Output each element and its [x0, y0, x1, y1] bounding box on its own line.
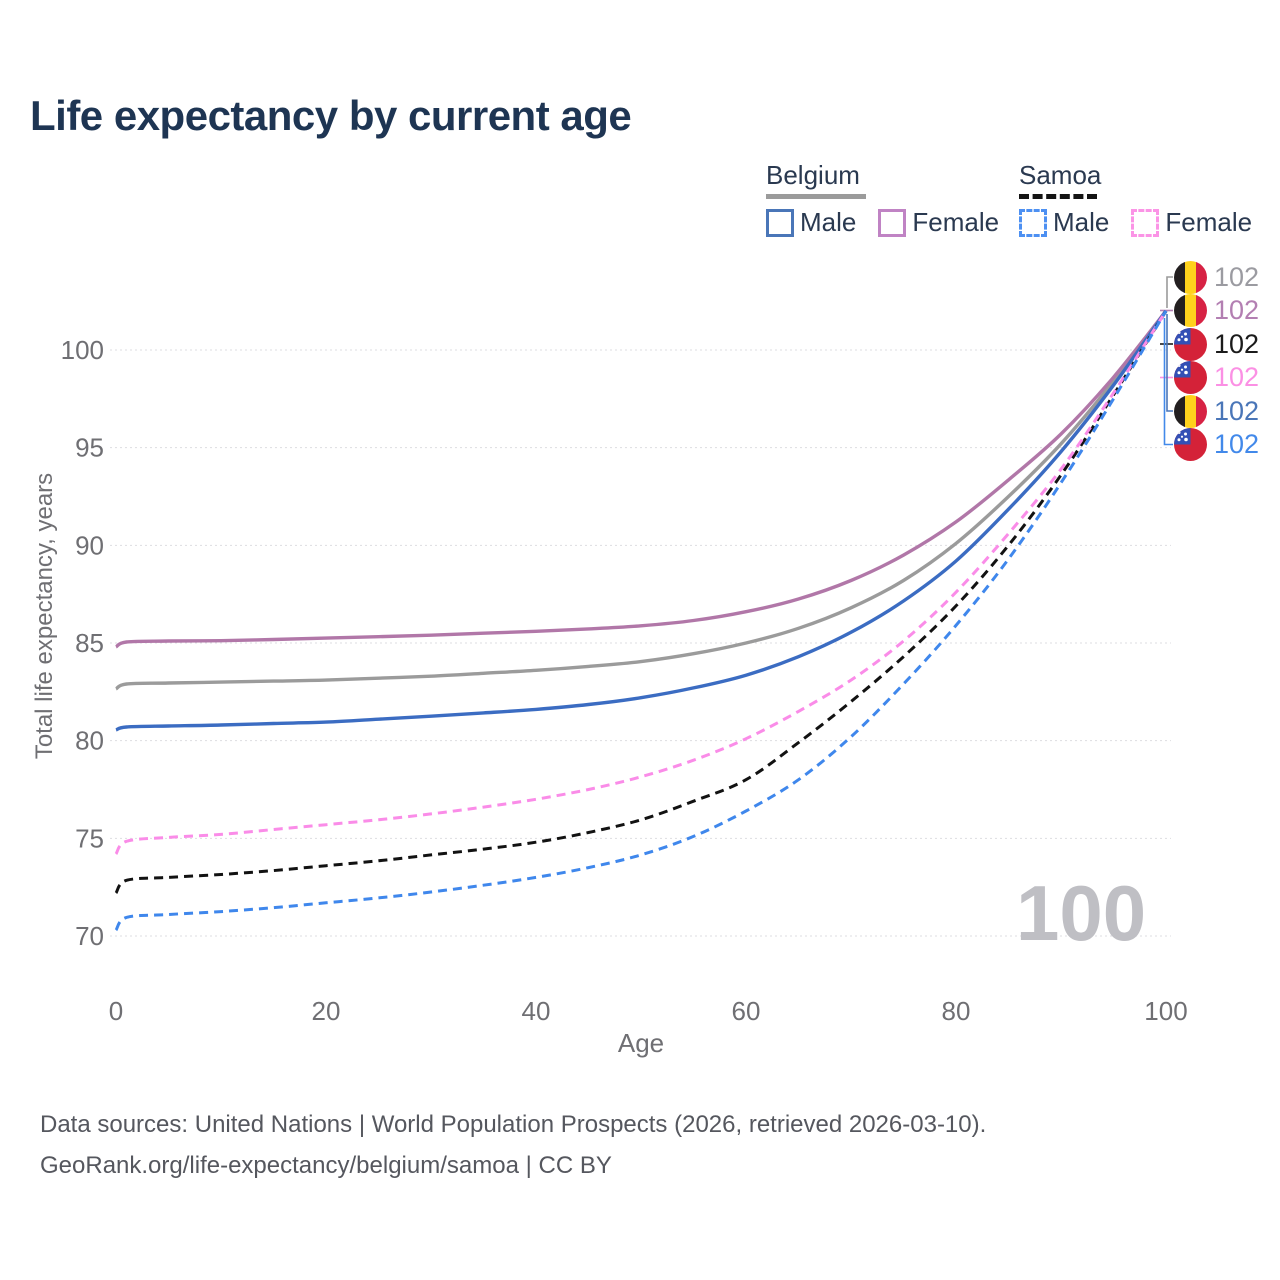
x-tick-label-40: 40 — [522, 996, 551, 1026]
belgium-flag-icon — [1174, 260, 1207, 294]
legend-label-belgium-female: Female — [912, 207, 1000, 237]
end-label-row-samoa-male: 102 — [1174, 428, 1259, 462]
legend-item-belgium-male[interactable]: Male — [766, 207, 856, 238]
legend-underline-belgium-solid — [766, 194, 866, 199]
end-label-row-samoa: 102 — [1174, 327, 1259, 361]
legend-item-belgium-female[interactable]: Female — [878, 207, 999, 238]
footer-line-2: GeoRank.org/life-expectancy/belgium/samo… — [40, 1152, 612, 1179]
legend-item-samoa-female[interactable]: Female — [1131, 207, 1252, 238]
legend-title-samoa: Samoa — [1019, 160, 1102, 190]
y-axis-title: Total life expectancy, years — [31, 472, 58, 760]
leader-line-5 — [1163, 318, 1173, 446]
legend-group-belgium: Belgium Male Female — [766, 160, 1021, 238]
series-line-samoa-male[interactable] — [114, 310, 1168, 932]
page-title: Life expectancy by current age — [30, 92, 632, 139]
end-label-row-samoa-female: 102 — [1174, 361, 1259, 395]
y-tick-label-85: 85 — [75, 628, 104, 658]
end-label-value: 102 — [1214, 395, 1260, 426]
legend-group-samoa: Samoa Male Female — [1019, 160, 1274, 238]
belgium-female-swatch-icon — [878, 208, 907, 237]
series-line-belgium[interactable] — [115, 309, 1168, 691]
legend-label-samoa-female: Female — [1165, 207, 1253, 237]
x-axis-title: Age — [617, 1028, 665, 1058]
age-counter-watermark: 100 — [1016, 869, 1147, 957]
legend-row-belgium: Male Female — [766, 207, 1021, 238]
x-tick-label-0: 0 — [109, 996, 123, 1026]
data-sources-footer: Data sources: United Nations | World Pop… — [40, 1104, 986, 1186]
y-tick-label-90: 90 — [75, 530, 104, 560]
legend-label-belgium-male: Male — [800, 207, 857, 237]
leader-line-0 — [1166, 276, 1173, 308]
end-label-value: 102 — [1214, 429, 1260, 459]
footer-line-1: Data sources: United Nations | World Pop… — [40, 1111, 987, 1138]
end-label-value: 102 — [1214, 261, 1260, 292]
samoa-flag-icon — [1174, 361, 1207, 394]
end-label-value: 102 — [1214, 328, 1260, 359]
y-tick-label-70: 70 — [75, 921, 104, 951]
x-tick-label-100: 100 — [1144, 996, 1187, 1026]
end-label-value: 102 — [1214, 362, 1260, 392]
x-tick-label-20: 20 — [312, 996, 341, 1026]
belgium-male-swatch-icon — [766, 208, 794, 237]
samoa-male-swatch-icon — [1019, 208, 1047, 237]
legend-item-samoa-male[interactable]: Male — [1019, 207, 1109, 238]
series-line-belgium-male[interactable] — [115, 309, 1168, 732]
x-tick-label-60: 60 — [732, 996, 761, 1026]
series-line-samoa[interactable] — [114, 310, 1168, 894]
belgium-flag-icon — [1174, 394, 1207, 428]
end-label-row-belgium-male: 102 — [1174, 394, 1259, 428]
y-tick-label-95: 95 — [75, 433, 104, 463]
belgium-flag-icon — [1174, 294, 1207, 327]
end-label-value: 102 — [1214, 295, 1260, 325]
legend-row-samoa: Male Female — [1019, 207, 1274, 238]
samoa-flag-icon — [1174, 327, 1207, 361]
legend-underline-samoa-dashed — [1019, 194, 1097, 199]
end-label-row-belgium: 102 — [1174, 260, 1259, 294]
end-label-row-belgium-female: 102 — [1174, 294, 1259, 328]
samoa-female-swatch-icon — [1131, 208, 1160, 237]
samoa-flag-icon — [1174, 428, 1207, 461]
y-tick-label-80: 80 — [75, 726, 104, 756]
y-tick-label-75: 75 — [75, 823, 104, 853]
series-line-belgium-female[interactable] — [115, 309, 1168, 649]
x-tick-label-80: 80 — [942, 996, 971, 1026]
leader-line-4 — [1166, 314, 1173, 412]
y-tick-label-100: 100 — [61, 335, 104, 365]
legend-title-belgium: Belgium — [766, 160, 860, 190]
series-line-samoa-female[interactable] — [114, 310, 1168, 855]
legend-label-samoa-male: Male — [1053, 207, 1110, 237]
